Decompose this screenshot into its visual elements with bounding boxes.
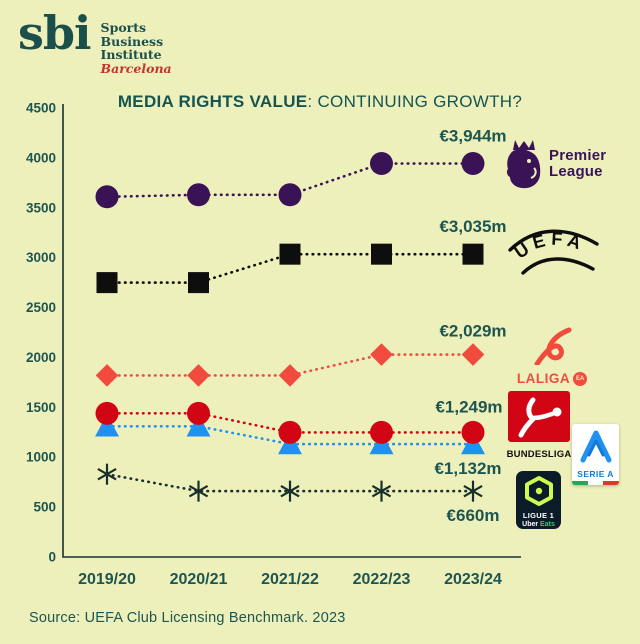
data-point <box>97 467 117 481</box>
ligue-1-sponsor: Uber Eats <box>522 521 555 528</box>
data-point <box>278 364 302 387</box>
series-end-label: €1,132m <box>434 459 501 478</box>
data-point <box>461 151 485 175</box>
uefa-logo: UEFA <box>506 223 602 286</box>
series-end-label: €3,944m <box>439 126 506 145</box>
x-tick-label: 2022/23 <box>353 571 411 588</box>
y-tick-label: 1000 <box>26 450 56 465</box>
data-point <box>187 183 210 207</box>
chart-title-rest: : CONTINUING GROWTH? <box>307 92 523 111</box>
series-laliga: €2,029m <box>95 322 507 387</box>
data-point <box>95 185 119 209</box>
x-tick-label: 2021/22 <box>261 571 319 588</box>
svg-text:UEFA: UEFA <box>511 229 589 263</box>
y-tick-label: 500 <box>33 500 56 515</box>
x-tick-label: 2019/20 <box>78 571 136 588</box>
y-tick-label: 1500 <box>26 400 56 415</box>
series-end-label: €1,249m <box>435 397 502 416</box>
ligue-1-wordmark: LIGUE 1 <box>522 511 555 520</box>
series-line <box>105 353 475 377</box>
data-point <box>278 183 302 207</box>
bundesliga-icon <box>508 391 570 442</box>
data-point <box>462 243 484 265</box>
data-point <box>96 272 118 294</box>
data-point <box>186 414 211 437</box>
series-end-label: €660m <box>447 506 500 525</box>
ligue-1-hexagon-icon <box>524 476 553 506</box>
chart-title: MEDIA RIGHTS VALUE: CONTINUING GROWTH? <box>0 92 640 112</box>
y-tick-label: 3500 <box>26 200 56 215</box>
y-tick-label: 2500 <box>26 300 56 315</box>
premier-league-wordmark: Premier League <box>549 147 607 180</box>
series-premier-league: €3,944m <box>95 126 507 209</box>
series-serie-a: €1,132m <box>95 414 502 478</box>
x-tick-label: 2023/24 <box>444 571 502 588</box>
data-point <box>371 243 392 265</box>
serie-a-icon <box>580 430 611 463</box>
laliga-ea-badge: EA <box>573 371 588 386</box>
y-tick-label: 0 <box>48 550 56 565</box>
data-point <box>370 151 393 175</box>
series-ligue-1: €660m <box>97 463 500 525</box>
data-point <box>280 484 300 498</box>
data-point <box>188 484 209 498</box>
org-city: Barcelona <box>100 60 172 76</box>
chart-title-bold: MEDIA RIGHTS VALUE <box>117 92 308 111</box>
laliga-wordmark: LALIGA <box>516 371 571 386</box>
org-line: Institute <box>100 47 162 62</box>
data-point <box>461 420 485 444</box>
source-note: Source: UEFA Club Licensing Benchmark. 2… <box>29 610 346 626</box>
data-point <box>188 272 209 294</box>
laliga-flourish-icon <box>534 327 572 367</box>
axes <box>62 104 521 558</box>
serie-a-logo: SERIE A <box>572 424 619 485</box>
bundesliga-wordmark: BUNDESLIGA <box>506 449 572 460</box>
y-tick-label: 3000 <box>26 250 56 265</box>
data-point <box>279 243 301 265</box>
series-bundesliga: €1,249m <box>95 397 503 444</box>
uefa-arc-icon: UEFA <box>508 229 599 275</box>
serie-a-flag-stripe <box>572 481 619 485</box>
laliga-logo: LALIGA EA <box>511 327 593 386</box>
bundesliga-logo: BUNDESLIGA <box>505 391 573 460</box>
data-point <box>463 484 483 498</box>
data-point <box>371 484 392 498</box>
data-point <box>370 343 393 366</box>
data-point <box>370 420 393 444</box>
data-point <box>95 414 119 437</box>
org-line: Sports <box>100 20 147 35</box>
brand-header: sbi Sports Business Institute Barcelona <box>18 10 172 75</box>
series-end-label: €2,029m <box>439 322 506 341</box>
y-tick-label: 2000 <box>26 350 56 365</box>
y-tick-label: 4000 <box>26 150 56 165</box>
series-end-label: €3,035m <box>439 217 506 236</box>
data-point <box>187 364 210 387</box>
serie-a-wordmark: SERIE A <box>577 469 614 479</box>
series-line <box>105 472 475 493</box>
x-tick-label: 2020/21 <box>170 571 228 588</box>
ligue-1-logo: LIGUE 1 Uber Eats <box>516 471 561 529</box>
org-name: Sports Business Institute Barcelona <box>101 10 172 75</box>
y-tick-label: 4500 <box>26 101 56 116</box>
premier-league-lion-icon <box>506 140 541 189</box>
org-line: Business <box>100 33 164 49</box>
data-point <box>95 364 119 387</box>
uefa-wordmark: UEFA <box>511 229 584 263</box>
series-uefa: €3,035m <box>96 217 507 294</box>
data-point <box>278 420 302 444</box>
series-line <box>105 162 475 199</box>
data-point <box>187 401 210 425</box>
data-point <box>461 343 485 366</box>
data-point <box>95 401 119 425</box>
premier-league-logo: Premier League <box>504 138 606 190</box>
sbi-logo: sbi <box>18 6 92 60</box>
